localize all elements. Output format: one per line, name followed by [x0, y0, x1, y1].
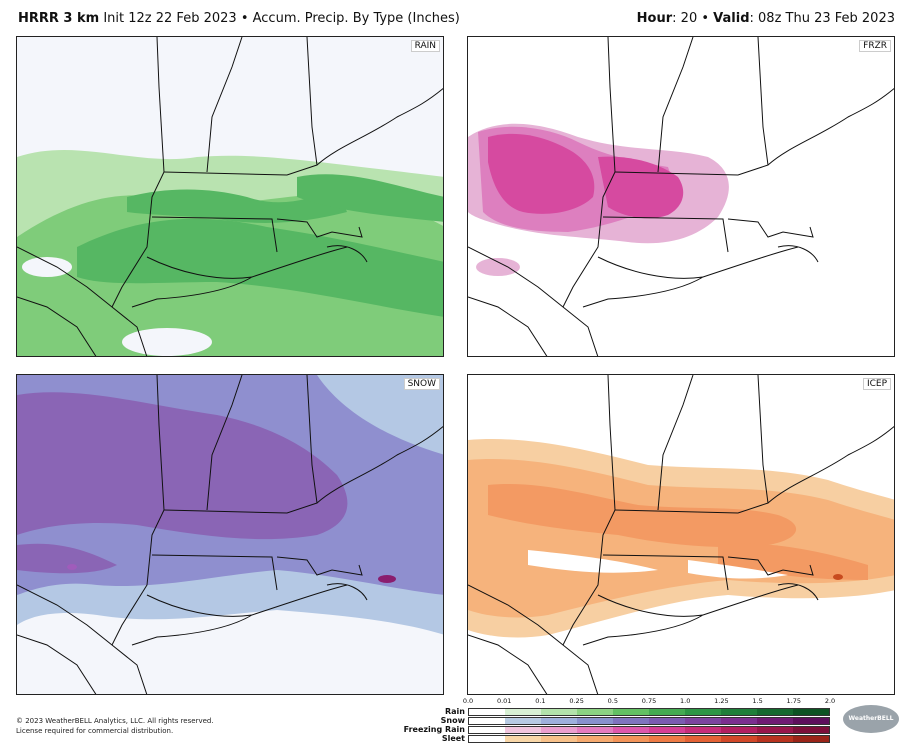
legend-swatch [541, 736, 577, 742]
legend-row: Sleet [410, 734, 830, 743]
legend-color-bar [468, 735, 830, 743]
legend-swatch [505, 709, 541, 715]
legend-color-bar [468, 708, 830, 716]
freezing-rain-map [468, 37, 894, 356]
legend-swatch [577, 736, 613, 742]
legend-tick: 1.25 [714, 697, 729, 705]
legend-tick: 1.75 [786, 697, 802, 705]
legend-swatch [613, 736, 649, 742]
legend-tick: 0.75 [641, 697, 657, 705]
init-time: Init 12z 22 Feb 2023 [103, 11, 237, 26]
legend-row: Freezing Rain [404, 725, 830, 734]
legend-swatch [685, 709, 721, 715]
precip-legend: 0.0 0.01 0.1 0.25 0.5 0.75 1.0 1.25 1.5 1.75 2.0 R… [404, 697, 835, 747]
legend-swatch [721, 718, 757, 724]
legend-swatch [685, 718, 721, 724]
ice-pellets-panel: ICEP [467, 374, 895, 695]
legend-row: Rain [410, 707, 830, 716]
legend-swatch [577, 709, 613, 715]
legend-row-label: Rain [445, 707, 465, 716]
rain-panel: RAIN [16, 36, 444, 357]
legend-tick: 0.0 [462, 697, 474, 705]
header-title: HRRR 3 km Init 12z 22 Feb 2023 • Accum. … [18, 11, 460, 26]
legend-tick: 0.5 [607, 697, 618, 705]
legend-swatch [649, 718, 685, 724]
license-line: License required for commercial distribu… [16, 727, 174, 735]
legend-swatch [757, 736, 793, 742]
rain-map [17, 37, 443, 356]
legend-swatch [649, 736, 685, 742]
legend-swatch [613, 718, 649, 724]
copyright-footer: © 2023 WeatherBELL Analytics, LLC. All r… [16, 716, 214, 736]
legend-swatch [469, 736, 505, 742]
legend-swatch [577, 718, 613, 724]
legend-row: Snow [410, 716, 830, 725]
legend-row-label: Sleet [441, 734, 465, 743]
separator: • [240, 11, 249, 26]
legend-swatch [541, 727, 577, 733]
legend-swatch [757, 709, 793, 715]
legend-tick: 1.5 [752, 697, 763, 705]
legend-swatch [505, 718, 541, 724]
legend-color-bar [468, 726, 830, 734]
model-name: HRRR 3 km [18, 11, 100, 26]
legend-swatch [685, 736, 721, 742]
legend-swatch [469, 718, 505, 724]
ice-pellets-map [468, 375, 894, 694]
legend-swatch [793, 718, 829, 724]
hour-value: : 20 [672, 11, 698, 26]
legend-row-label: Freezing Rain [403, 725, 465, 734]
legend-tick: 0.01 [496, 697, 512, 705]
header-valid: Hour: 20 • Valid: 08z Thu 23 Feb 2023 [637, 11, 895, 26]
valid-label: Valid [713, 11, 750, 26]
legend-swatch [541, 718, 577, 724]
valid-value: : 08z Thu 23 Feb 2023 [749, 11, 895, 26]
legend-swatch [793, 736, 829, 742]
legend-tick: 0.1 [535, 697, 546, 705]
legend-swatch [721, 727, 757, 733]
separator: • [701, 11, 710, 26]
legend-swatch [721, 736, 757, 742]
legend-swatch [505, 736, 541, 742]
legend-swatch [613, 727, 649, 733]
legend-swatch [757, 718, 793, 724]
panel-label-icep: ICEP [862, 378, 891, 390]
freezing-rain-panel: FRZR [467, 36, 895, 357]
legend-swatch [613, 709, 649, 715]
snow-panel: SNOW [16, 374, 444, 695]
map-header: HRRR 3 km Init 12z 22 Feb 2023 • Accum. … [0, 0, 913, 34]
copyright-line: © 2023 WeatherBELL Analytics, LLC. All r… [16, 717, 214, 725]
legend-swatch [469, 709, 505, 715]
legend-swatch [469, 727, 505, 733]
panel-label-frzr: FRZR [859, 40, 891, 52]
legend-swatch [793, 709, 829, 715]
legend-swatch [721, 709, 757, 715]
snow-map [17, 375, 443, 694]
legend-swatch [577, 727, 613, 733]
hour-label: Hour [636, 11, 673, 26]
legend-swatch [757, 727, 793, 733]
product-name: Accum. Precip. By Type (Inches) [252, 11, 460, 26]
legend-swatch [793, 727, 829, 733]
legend-swatch [649, 709, 685, 715]
legend-swatch [541, 709, 577, 715]
legend-tick: 1.0 [680, 697, 691, 705]
legend-ticks: 0.0 0.01 0.1 0.25 0.5 0.75 1.0 1.25 1.5 1.75 2.0 [463, 697, 835, 707]
legend-tick: 2.0 [824, 697, 836, 705]
legend-swatch [685, 727, 721, 733]
legend-color-bar [468, 717, 830, 725]
legend-tick: 0.25 [569, 697, 584, 705]
legend-row-label: Snow [440, 716, 465, 725]
panel-label-snow: SNOW [403, 378, 440, 390]
legend-swatch [649, 727, 685, 733]
panel-label-rain: RAIN [410, 40, 440, 52]
legend-swatch [505, 727, 541, 733]
weatherbell-logo: WeatherBELL [843, 705, 899, 733]
